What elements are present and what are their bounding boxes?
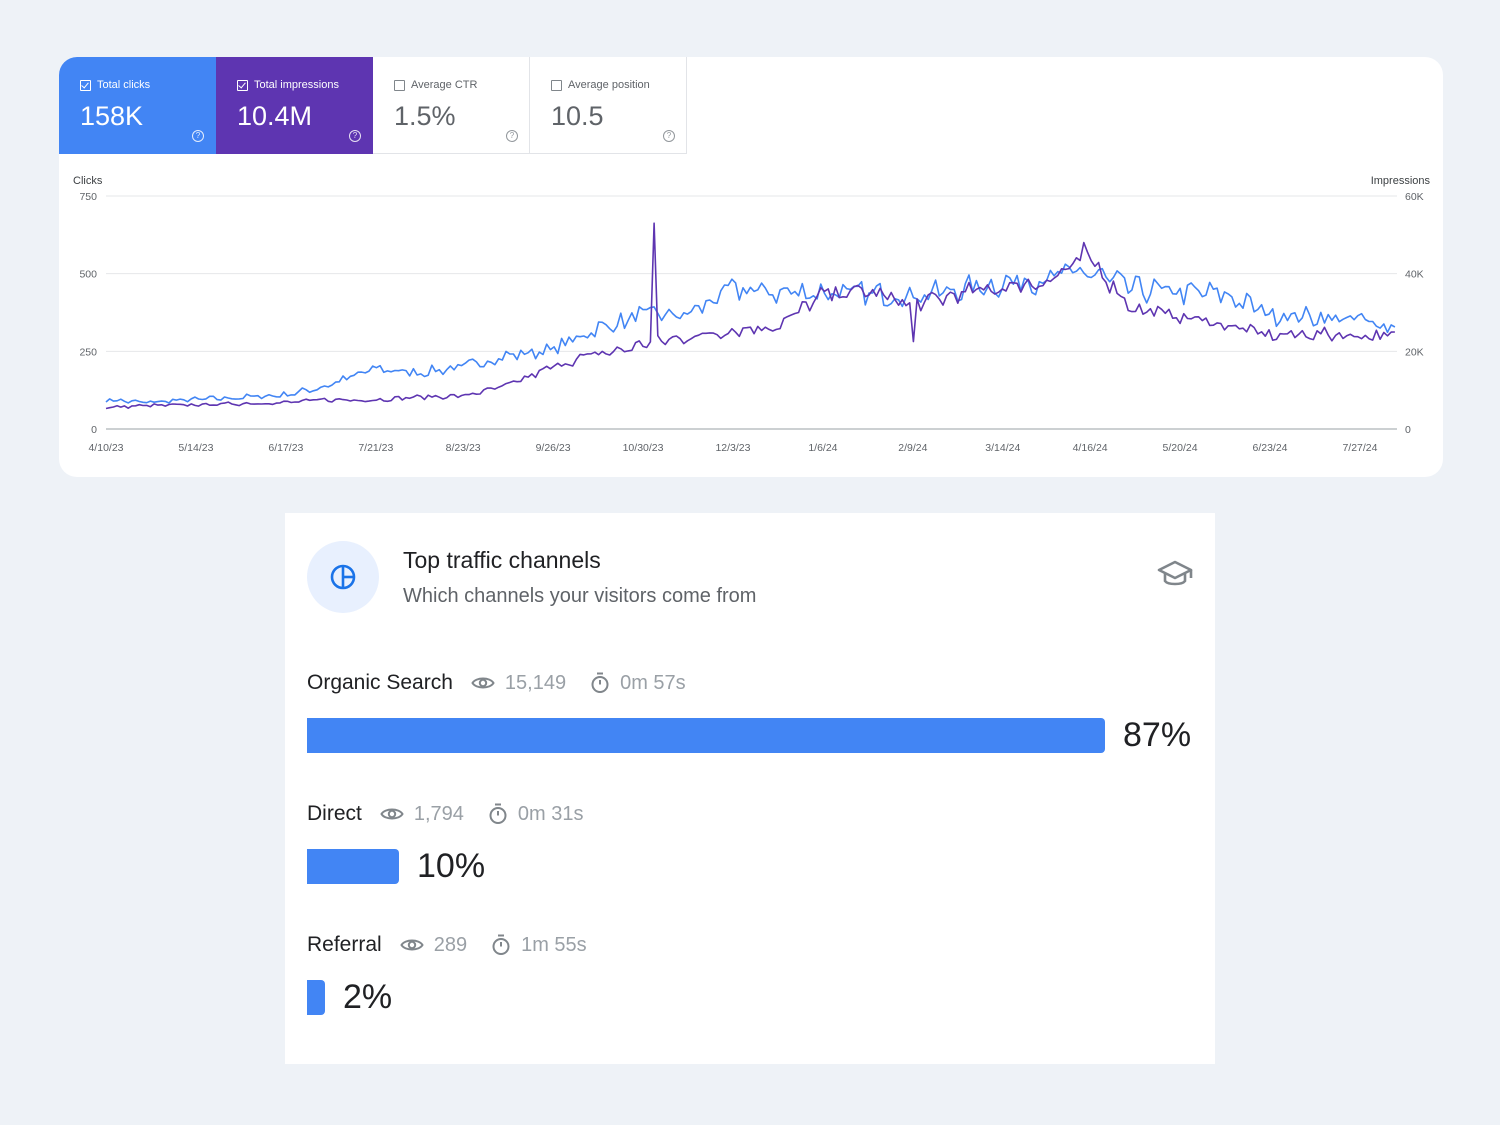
channel-percent: 87% xyxy=(1123,716,1192,754)
metric-label: Total impressions xyxy=(254,79,339,91)
metric-value: 158K xyxy=(80,101,144,131)
channel-referral: Referral 289 1m 55s 2% xyxy=(307,930,1193,1016)
channel-visits: 1,794 xyxy=(413,802,464,825)
metric-tabs: Total clicks 158K ? Total impressions 10… xyxy=(59,57,687,154)
left-tick-label: 0 xyxy=(91,424,97,436)
performance-card: 0 250 500 750 0 20K 40K 60K 4/10/23 5/14/23 6/17/2… xyxy=(59,57,1443,477)
checkbox-checked-icon[interactable] xyxy=(80,79,91,91)
channel-visits: 15,149 xyxy=(504,671,567,694)
left-tick-label: 750 xyxy=(79,191,97,203)
x-tick-label: 9/26/23 xyxy=(536,442,571,454)
x-tick-label: 6/23/24 xyxy=(1252,442,1287,454)
checkbox-checked-icon[interactable] xyxy=(237,79,248,91)
metric-label: Average position xyxy=(568,79,650,91)
x-tick-label: 7/27/24 xyxy=(1342,442,1377,454)
channel-name: Referral xyxy=(307,933,382,956)
channel-duration: 1m 55s xyxy=(521,933,587,956)
channel-organic-search: Organic Search 15,149 0m 57s 87% xyxy=(307,668,1193,754)
right-tick-label: 60K xyxy=(1405,191,1424,203)
help-icon[interactable]: ? xyxy=(663,130,675,142)
x-tick-label: 5/14/23 xyxy=(178,442,213,454)
x-tick-label: 10/30/23 xyxy=(623,442,664,454)
timer-icon xyxy=(492,934,510,955)
timer-icon xyxy=(489,803,507,824)
right-tick-label: 20K xyxy=(1405,346,1424,358)
channel-percent: 10% xyxy=(417,847,486,885)
metric-average-ctr[interactable]: Average CTR 1.5% ? xyxy=(373,57,530,154)
eye-icon xyxy=(380,808,404,820)
channel-name: Organic Search xyxy=(307,671,453,694)
x-tick-label: 4/10/23 xyxy=(88,442,123,454)
channel-bar xyxy=(307,718,1105,753)
metric-total-impressions[interactable]: Total impressions 10.4M ? xyxy=(216,57,373,154)
channel-visits: 289 xyxy=(433,933,468,956)
metric-value: 10.5 xyxy=(551,101,604,131)
channel-name: Direct xyxy=(307,802,362,825)
channel-bar xyxy=(307,849,399,884)
checkbox-unchecked-icon[interactable] xyxy=(551,79,562,91)
channel-percent: 2% xyxy=(343,978,393,1016)
right-tick-label: 0 xyxy=(1405,424,1411,436)
eye-icon xyxy=(400,939,424,951)
left-tick-label: 500 xyxy=(79,269,97,281)
channel-duration: 0m 57s xyxy=(620,671,686,694)
pie-chart-icon xyxy=(330,564,356,590)
eye-icon xyxy=(471,677,495,689)
channel-duration: 0m 31s xyxy=(517,802,584,825)
right-axis-title: Impressions xyxy=(1370,175,1430,187)
performance-chart: 0 250 500 750 0 20K 40K 60K 4/10/23 5/14/23 6/17/2… xyxy=(79,191,1424,454)
left-tick-label: 250 xyxy=(79,346,97,358)
x-tick-label: 8/23/23 xyxy=(446,442,481,454)
x-tick-label: 2/9/24 xyxy=(898,442,927,454)
metric-value: 1.5% xyxy=(394,101,456,131)
traffic-channels-card: Top traffic channels Which channels your… xyxy=(285,513,1215,1064)
right-tick-label: 40K xyxy=(1405,269,1424,281)
left-axis-title: Clicks xyxy=(73,175,103,187)
metric-label: Total clicks xyxy=(97,79,151,91)
pie-chart-badge xyxy=(307,541,379,613)
x-tick-label: 1/6/24 xyxy=(808,442,837,454)
x-tick-label: 7/21/23 xyxy=(358,442,393,454)
x-tick-label: 6/17/23 xyxy=(268,442,303,454)
help-icon[interactable]: ? xyxy=(506,130,518,142)
x-tick-label: 12/3/23 xyxy=(715,442,750,454)
x-tick-label: 5/20/24 xyxy=(1163,442,1198,454)
metric-value: 10.4M xyxy=(237,101,313,131)
x-tick-label: 3/14/24 xyxy=(985,442,1020,454)
metric-label: Average CTR xyxy=(411,79,478,91)
channel-direct: Direct 1,794 0m 31s 10% xyxy=(307,799,1193,885)
help-icon[interactable]: ? xyxy=(192,130,204,142)
checkbox-unchecked-icon[interactable] xyxy=(394,79,405,91)
card-subtitle: Which channels your visitors come from xyxy=(403,585,757,607)
metric-average-position[interactable]: Average position 10.5 ? xyxy=(530,57,687,154)
clicks-series-line xyxy=(105,263,1396,404)
impressions-series-line xyxy=(105,222,1395,410)
channel-bar xyxy=(307,980,325,1015)
x-tick-label: 4/16/24 xyxy=(1073,442,1108,454)
card-title: Top traffic channels xyxy=(403,547,601,573)
metric-total-clicks[interactable]: Total clicks 158K ? xyxy=(59,57,216,154)
help-icon[interactable]: ? xyxy=(349,130,361,142)
timer-icon xyxy=(591,672,609,693)
graduation-cap-icon[interactable] xyxy=(1157,559,1193,594)
